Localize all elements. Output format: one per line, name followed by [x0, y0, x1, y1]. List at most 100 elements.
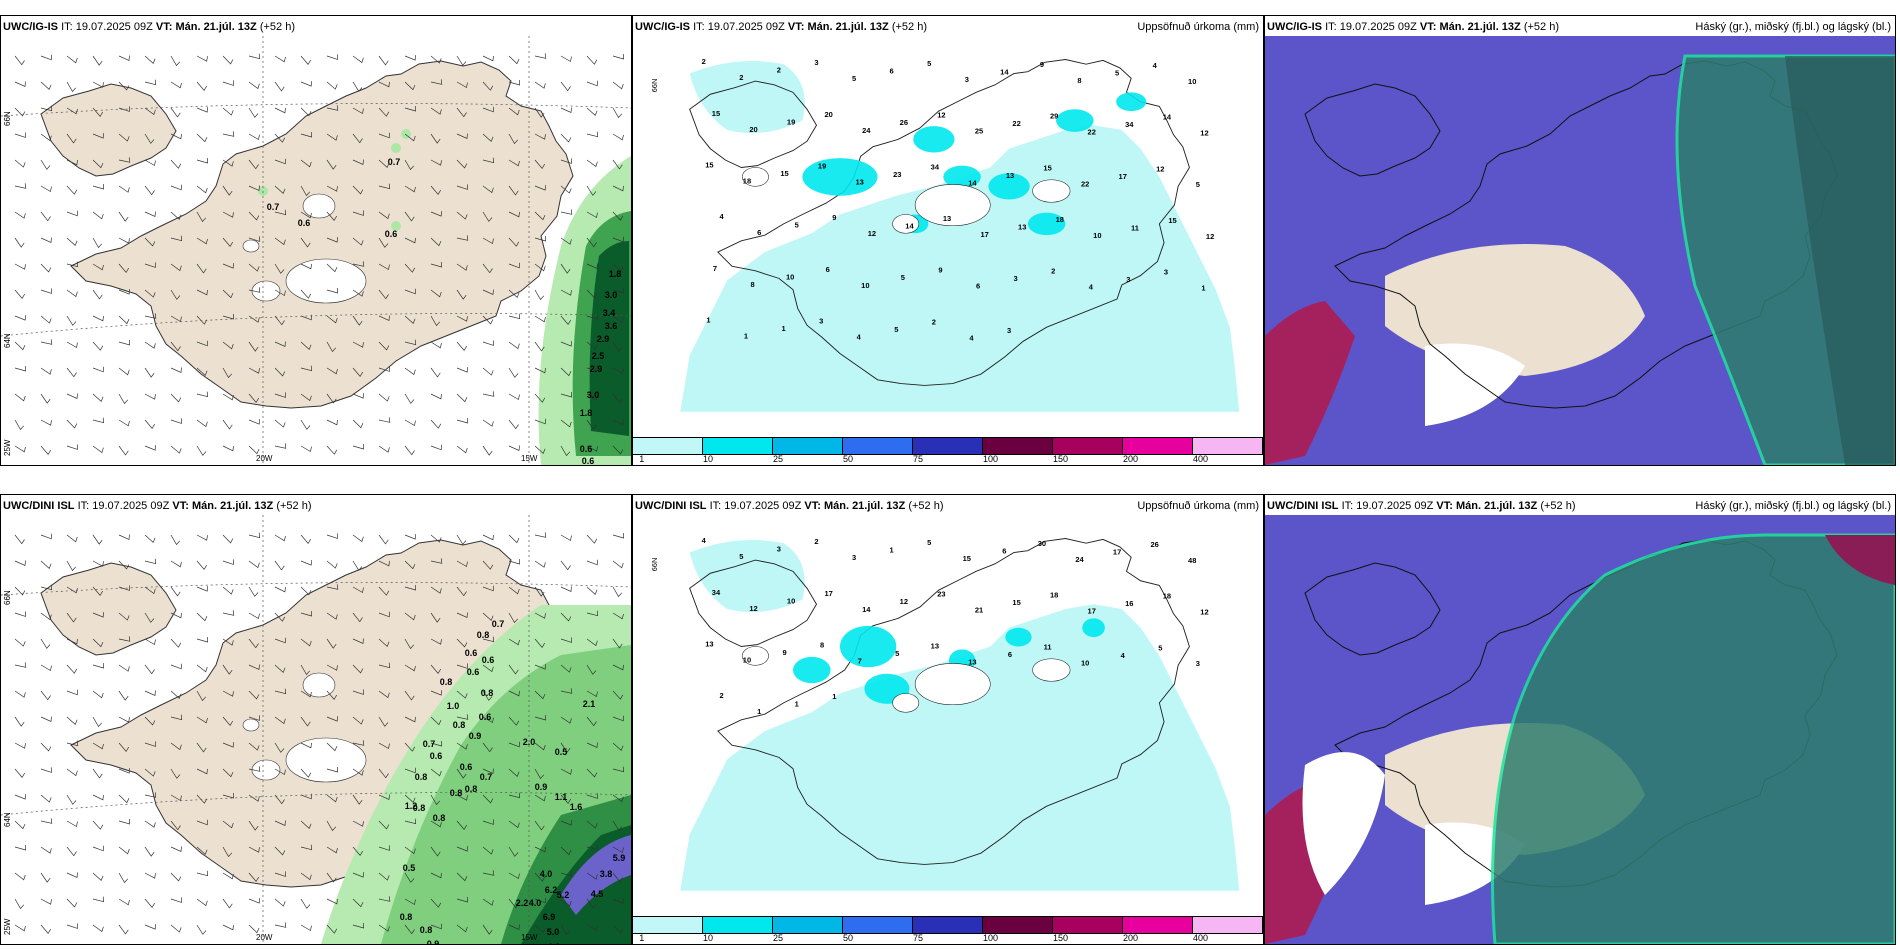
wind-barb [274, 534, 286, 542]
precip-value-label: 23 [937, 590, 945, 599]
wind-barb [404, 767, 416, 774]
precip-value-label: 12 [937, 111, 945, 120]
wind-barb [14, 341, 26, 351]
wind-barb [534, 393, 546, 403]
precip-spot [391, 143, 401, 153]
wind-barb [326, 584, 339, 590]
wind-barb [482, 716, 494, 724]
wind-barb [326, 846, 338, 854]
wind-barb [482, 263, 493, 274]
wind-barb [92, 612, 104, 618]
wind-barb [118, 560, 130, 570]
wind-barb [404, 263, 416, 273]
wind-barb [248, 53, 261, 60]
wind-barb [248, 560, 260, 569]
wind-barb [430, 872, 442, 879]
precip-heavy-area [1005, 627, 1032, 647]
wind-barb [430, 289, 442, 298]
wind-barb [534, 235, 546, 242]
precip-value-label: 5 [927, 59, 931, 68]
wind-barb [326, 820, 337, 832]
precip-value-label: 2 [932, 317, 936, 326]
wind-barb [352, 315, 363, 326]
glacier-shape [285, 737, 367, 783]
precip-heavy-area [839, 625, 897, 668]
wind-value-label: 1.8 [609, 269, 622, 279]
wind-barb [170, 742, 182, 751]
wind-barb [222, 341, 234, 350]
wind-barb [196, 185, 208, 194]
precip-light-area [689, 61, 805, 134]
wind-barb [300, 664, 311, 676]
wind-barb [196, 690, 207, 702]
wind-barb [326, 287, 338, 294]
precip-value-label: 3 [1014, 274, 1018, 283]
wind-barb [274, 367, 286, 377]
wind-barb [66, 872, 78, 879]
wind-barb [40, 339, 53, 345]
wind-barb [170, 81, 182, 89]
wind-value-label: 0.7 [267, 202, 280, 212]
precip-heavy-area [943, 165, 981, 189]
wind-value-label: 0.9 [535, 782, 548, 792]
wind-barb [404, 584, 416, 591]
wind-barb [248, 107, 259, 118]
wind-barb [92, 393, 104, 402]
precip-value-label: 11 [1044, 642, 1052, 651]
westfjords-outline [40, 562, 177, 656]
wind-barb [274, 289, 286, 297]
wind-barb [300, 924, 312, 932]
wind-barb [456, 367, 468, 373]
wind-barb [40, 367, 52, 375]
precip-value-label: 14 [1163, 113, 1172, 122]
wind-barb [222, 898, 233, 909]
wind-barb [14, 289, 25, 299]
wind-barb [196, 157, 208, 164]
wind-barb [430, 794, 441, 806]
wind-barb [248, 715, 260, 721]
wind-barb [66, 341, 78, 349]
wind-barb [482, 237, 494, 245]
colorbar-cell [773, 917, 843, 933]
wind-barb [508, 612, 519, 624]
wind-barb [248, 766, 261, 772]
precip-heavy-area [913, 126, 955, 153]
colorbar-label: 100 [983, 933, 999, 943]
precip-area [589, 241, 629, 436]
wind-barb [248, 393, 259, 403]
wind-barb [196, 794, 208, 804]
wind-barb [534, 445, 546, 454]
wind-barb [534, 367, 546, 374]
wind-value-label: 2.9 [590, 364, 603, 374]
wind-barb [560, 846, 572, 856]
wind-barb [40, 185, 52, 193]
latitude-line [1, 103, 631, 117]
wind-barb [456, 315, 468, 322]
wind-barb [300, 534, 311, 544]
wind-value-label: 1.1 [555, 792, 568, 802]
wind-barb [456, 560, 468, 568]
panel-bottom-cloud: UWC/DINI ISL IT: 19.07.2025 09Z VT: Mán.… [1264, 494, 1896, 945]
wind-barb [612, 690, 624, 700]
wind-value-label: 1.8 [580, 408, 593, 418]
wind-barb [274, 81, 285, 92]
wind-barb [144, 79, 157, 86]
panel-right-title: Háský (gr.), miðský (fj.bl.) og lágský (… [1695, 21, 1891, 33]
colorbar-cell [1193, 917, 1263, 933]
wind-barb [560, 768, 572, 775]
wind-barb [248, 287, 261, 293]
wind-barb [612, 715, 624, 722]
wind-barb [456, 445, 468, 454]
wind-barb [300, 419, 311, 430]
wind-value-label: 0.8 [413, 803, 426, 813]
colorbar-cell [1053, 917, 1123, 933]
wind-barb [560, 158, 572, 164]
wind-barb [248, 341, 259, 352]
wind-barb [482, 690, 493, 701]
precip-value-label: 25 [975, 127, 983, 136]
wind-barb [430, 341, 442, 349]
wind-barb [144, 393, 156, 400]
wind-barb [222, 768, 234, 778]
precip-value-label: 20 [825, 110, 833, 119]
wind-barb [274, 419, 286, 428]
